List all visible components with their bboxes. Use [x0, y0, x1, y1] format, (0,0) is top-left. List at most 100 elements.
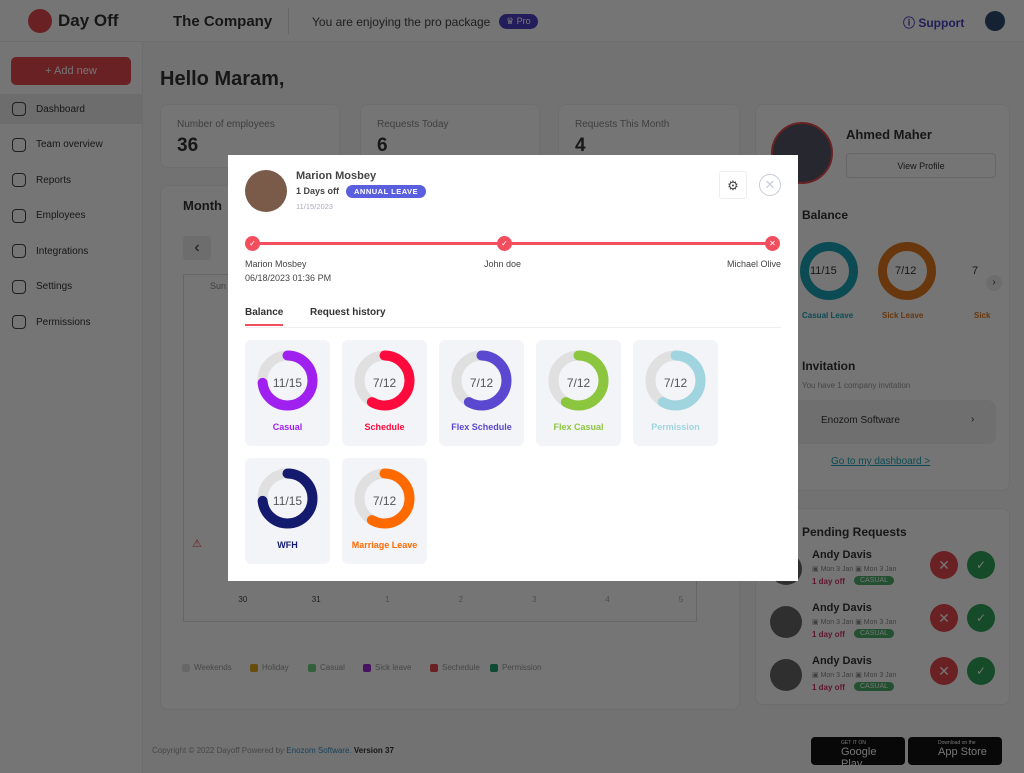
employee-avatar [245, 170, 287, 212]
google-play-button[interactable]: GET IT ON Google Play [811, 737, 905, 770]
tab-balance[interactable]: Balance [245, 307, 284, 326]
balance-value: 7/12 [663, 376, 688, 390]
legend-item: Weekends [182, 663, 232, 672]
legend-item: Sick leave [363, 663, 411, 672]
add-new-button[interactable]: + Add new [11, 57, 131, 85]
dashboard-link[interactable]: Go to my dashboard > [831, 456, 931, 467]
balance-card-marriage-leave[interactable]: 7/12 Marriage Leave [342, 458, 427, 564]
logo-icon [28, 9, 52, 33]
date-to: Mon 3 Jan [863, 566, 897, 573]
calendar-day[interactable]: 30 [238, 595, 248, 604]
balance-card-casual[interactable]: 11/15 Casual [245, 340, 330, 446]
approve-button[interactable]: ✓ [967, 551, 995, 579]
sidebar-item-permissions[interactable]: Permissions [0, 307, 143, 337]
calendar-day[interactable]: 2 [458, 595, 464, 604]
calendar-title: Month [183, 198, 222, 213]
legend-swatch [182, 663, 190, 672]
reject-button[interactable]: ✕ [930, 657, 958, 685]
app-logo[interactable]: Day Off [28, 9, 118, 33]
close-button[interactable]: ✕ [759, 174, 781, 196]
balance-label: Sick [974, 311, 991, 320]
divider [288, 8, 289, 34]
balance-value: 7/12 [895, 265, 917, 277]
google-small: GET IT ON [841, 740, 866, 746]
calendar-day[interactable]: 1 [385, 595, 390, 604]
sidebar-item-team-overview[interactable]: Team overview [0, 130, 143, 160]
legend-item: Sechedule [430, 663, 480, 672]
chevron-right-icon: › [971, 414, 975, 425]
request-modal: Marion Mosbey 1 Days off ANNUAL LEAVE 11… [228, 155, 798, 581]
balance-ring [257, 350, 318, 411]
balance-value: 11/15 [272, 376, 303, 390]
calendar-day[interactable]: 31 [311, 595, 321, 604]
sidebar-item-settings[interactable]: Settings [0, 272, 143, 302]
balance-value: 7 [972, 265, 979, 277]
stat-value: 6 [377, 135, 388, 156]
home-icon [12, 102, 26, 116]
balance-value: 7/12 [372, 376, 397, 390]
reject-button[interactable]: ✕ [930, 604, 958, 632]
app-store-button[interactable]: Download on the App Store [908, 737, 1002, 765]
balance-card-flex-schedule[interactable]: 7/12 Flex Schedule [439, 340, 524, 446]
prev-month-button[interactable]: ‹ [183, 236, 211, 260]
copyright: Copyright © 2022 Dayoff Powered by [152, 746, 285, 755]
requester-name: Andy Davis [812, 549, 872, 561]
balance-label: Flex Schedule [451, 422, 512, 432]
request-dates: ▣ Mon 3 Jan ▣ Mon 3 Jan [812, 619, 897, 626]
weekday-header: Sun [210, 281, 227, 291]
balance-value: 7/12 [469, 376, 494, 390]
days-off: 1 day off [812, 577, 845, 586]
balance-next-button[interactable]: › [986, 275, 1002, 291]
warning-icon: ⚠ [192, 538, 202, 550]
approve-button[interactable]: ✓ [967, 604, 995, 632]
date-to: Mon 3 Jan [863, 619, 897, 626]
balance-card-wfh[interactable]: 11/15 WFH [245, 458, 330, 564]
calendar-day[interactable]: 5 [678, 595, 684, 604]
settings-button[interactable]: ⚙ [719, 171, 747, 199]
shield-icon [12, 315, 26, 329]
balance-card-schedule[interactable]: 7/12 Schedule [342, 340, 427, 446]
tab-request-history[interactable]: Request history [310, 307, 386, 318]
pending-request: Andy Davis ▣ Mon 3 Jan ▣ Mon 3 Jan 1 day o… [770, 549, 1010, 599]
reject-button[interactable]: ✕ [930, 551, 958, 579]
calendar-day[interactable]: 3 [532, 595, 537, 604]
legend-swatch [250, 663, 258, 672]
balance-label: Schedule [364, 422, 405, 432]
legend-label: Casual [320, 663, 345, 672]
stat-label: Number of employees [177, 119, 275, 130]
sidebar-item-label: Dashboard [36, 103, 85, 115]
employee-name: Marion Mosbey [296, 170, 377, 182]
sidebar-item-integrations[interactable]: Integrations [0, 236, 143, 266]
powered-link[interactable]: Enozom Software. [286, 746, 352, 755]
approve-button[interactable]: ✓ [967, 657, 995, 685]
close-icon: ✕ [764, 177, 776, 192]
days-off: 1 day off [812, 683, 845, 692]
request-dates: ▣ Mon 3 Jan ▣ Mon 3 Jan [812, 566, 897, 573]
legend-swatch [363, 663, 371, 672]
x-icon: ✕ [765, 236, 780, 251]
balance-value: 7/12 [566, 376, 591, 390]
balance-card-flex-casual[interactable]: 7/12 Flex Casual [536, 340, 621, 446]
sidebar-item-employees[interactable]: Employees [0, 201, 143, 231]
legend-swatch [430, 663, 438, 672]
company-name: The Company [173, 13, 273, 30]
balance-label: Permission [651, 422, 700, 432]
leave-type-tag: CASUAL [854, 629, 895, 638]
support-link[interactable]: ⓘ Support [903, 16, 965, 30]
sidebar-item-reports[interactable]: Reports [0, 165, 143, 195]
sidebar-item-dashboard[interactable]: Dashboard [0, 94, 143, 124]
step-time: 06/18/2023 01:36 PM [245, 273, 332, 283]
balance-ring [354, 350, 415, 411]
invitation-item[interactable]: Enozom Software › [766, 400, 996, 444]
profile-name: Ahmed Maher [846, 127, 932, 142]
date-from: Mon 3 Jan [820, 619, 854, 626]
balance-card-permission[interactable]: 7/12 Permission [633, 340, 718, 446]
requester-name: Andy Davis [812, 602, 872, 614]
google-label: Google Play [841, 746, 877, 770]
view-profile-button[interactable]: View Profile [846, 153, 996, 178]
invitation-text: You have 1 company invitation [802, 381, 911, 390]
approval-line [252, 242, 772, 245]
version: Version 37 [353, 746, 394, 755]
calendar-day[interactable]: 4 [605, 595, 610, 604]
user-avatar[interactable] [985, 11, 1005, 31]
